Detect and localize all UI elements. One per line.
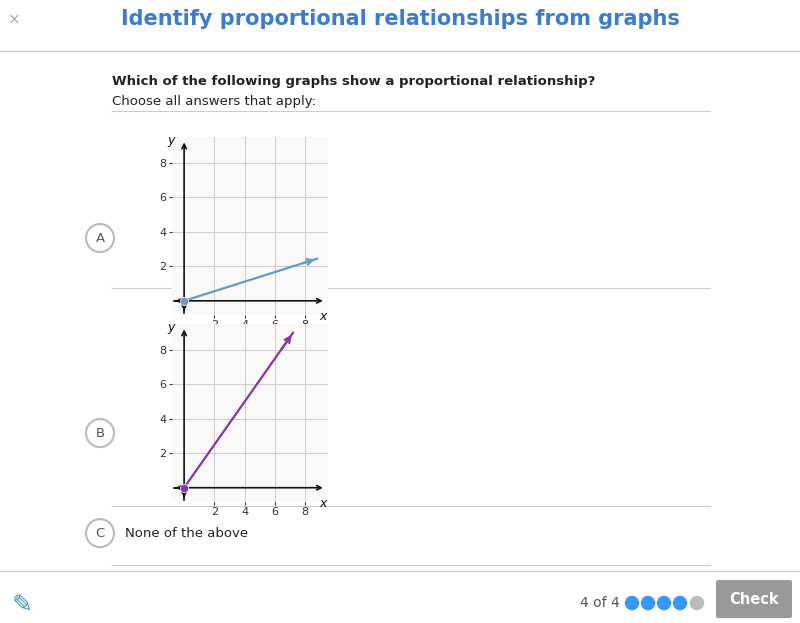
Text: x: x (320, 310, 327, 323)
Text: B: B (95, 427, 105, 440)
Text: 4 of 4: 4 of 4 (580, 596, 620, 610)
Text: C: C (95, 526, 105, 540)
Text: Which of the following graphs show a proportional relationship?: Which of the following graphs show a pro… (112, 75, 595, 88)
Text: y: y (167, 321, 175, 334)
Text: Choose all answers that apply:: Choose all answers that apply: (112, 95, 316, 108)
Circle shape (658, 597, 670, 609)
Text: Identify proportional relationships from graphs: Identify proportional relationships from… (121, 9, 679, 29)
Text: y: y (167, 134, 175, 147)
Circle shape (642, 597, 654, 609)
Circle shape (690, 597, 703, 609)
Text: Check: Check (729, 591, 779, 607)
Text: x: x (320, 497, 327, 510)
Text: None of the above: None of the above (125, 526, 248, 540)
FancyBboxPatch shape (716, 580, 792, 618)
Text: ×: × (8, 12, 21, 27)
Circle shape (674, 597, 686, 609)
Text: ✎: ✎ (11, 593, 33, 617)
Text: A: A (95, 232, 105, 245)
Circle shape (626, 597, 638, 609)
